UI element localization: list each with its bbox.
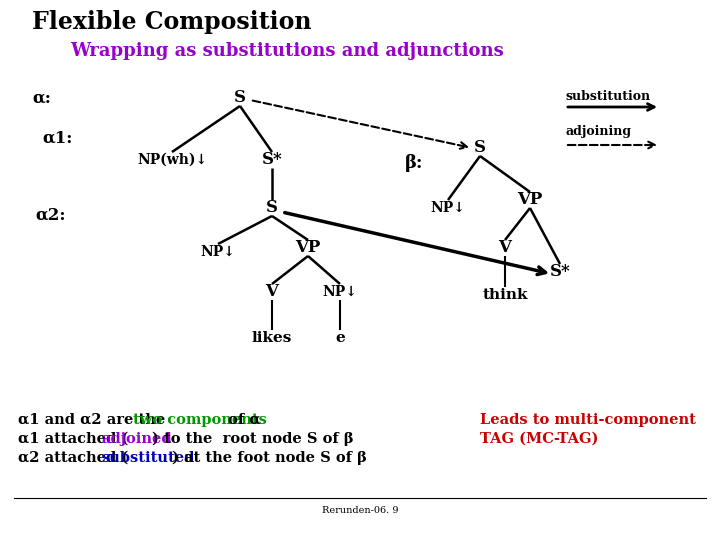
Text: likes: likes (252, 331, 292, 345)
Text: α2:: α2: (35, 206, 66, 224)
Text: adjoined: adjoined (102, 432, 172, 446)
Text: β:: β: (405, 154, 423, 172)
Text: substituted: substituted (102, 451, 194, 465)
Text: α1 attached (: α1 attached ( (18, 432, 128, 446)
Text: NP↓: NP↓ (323, 285, 357, 299)
Text: Flexible Composition: Flexible Composition (32, 10, 312, 34)
Text: TAG (MC-TAG): TAG (MC-TAG) (480, 432, 598, 446)
Text: S: S (266, 199, 278, 217)
Text: e: e (335, 331, 345, 345)
Text: think: think (482, 288, 528, 302)
Text: S*: S* (261, 152, 282, 168)
Text: of α: of α (222, 413, 261, 427)
Text: ) to the  root node S of β: ) to the root node S of β (153, 432, 354, 447)
Text: S: S (234, 90, 246, 106)
Text: α:: α: (32, 90, 51, 106)
Text: NP(wh)↓: NP(wh)↓ (137, 153, 207, 167)
Text: substitution: substitution (565, 90, 650, 103)
Text: S: S (474, 139, 486, 157)
Text: VP: VP (295, 240, 320, 256)
Text: adjoining: adjoining (565, 125, 631, 138)
Text: V: V (266, 284, 279, 300)
Text: Wrapping as substitutions and adjunctions: Wrapping as substitutions and adjunction… (70, 42, 504, 60)
Text: VP: VP (518, 192, 543, 208)
Text: ) at the foot node S of β: ) at the foot node S of β (171, 451, 366, 465)
Text: α2 attached (: α2 attached ( (18, 451, 128, 465)
Text: α1 and α2 are the: α1 and α2 are the (18, 413, 171, 427)
Text: Rerunden-06. 9: Rerunden-06. 9 (322, 506, 398, 515)
Text: NP↓: NP↓ (431, 201, 465, 215)
Text: Leads to multi-component: Leads to multi-component (480, 413, 696, 427)
Text: V: V (498, 240, 511, 256)
Text: α1:: α1: (42, 130, 73, 146)
Text: NP↓: NP↓ (201, 245, 235, 259)
Text: S*: S* (549, 264, 570, 280)
Text: two components: two components (133, 413, 267, 427)
